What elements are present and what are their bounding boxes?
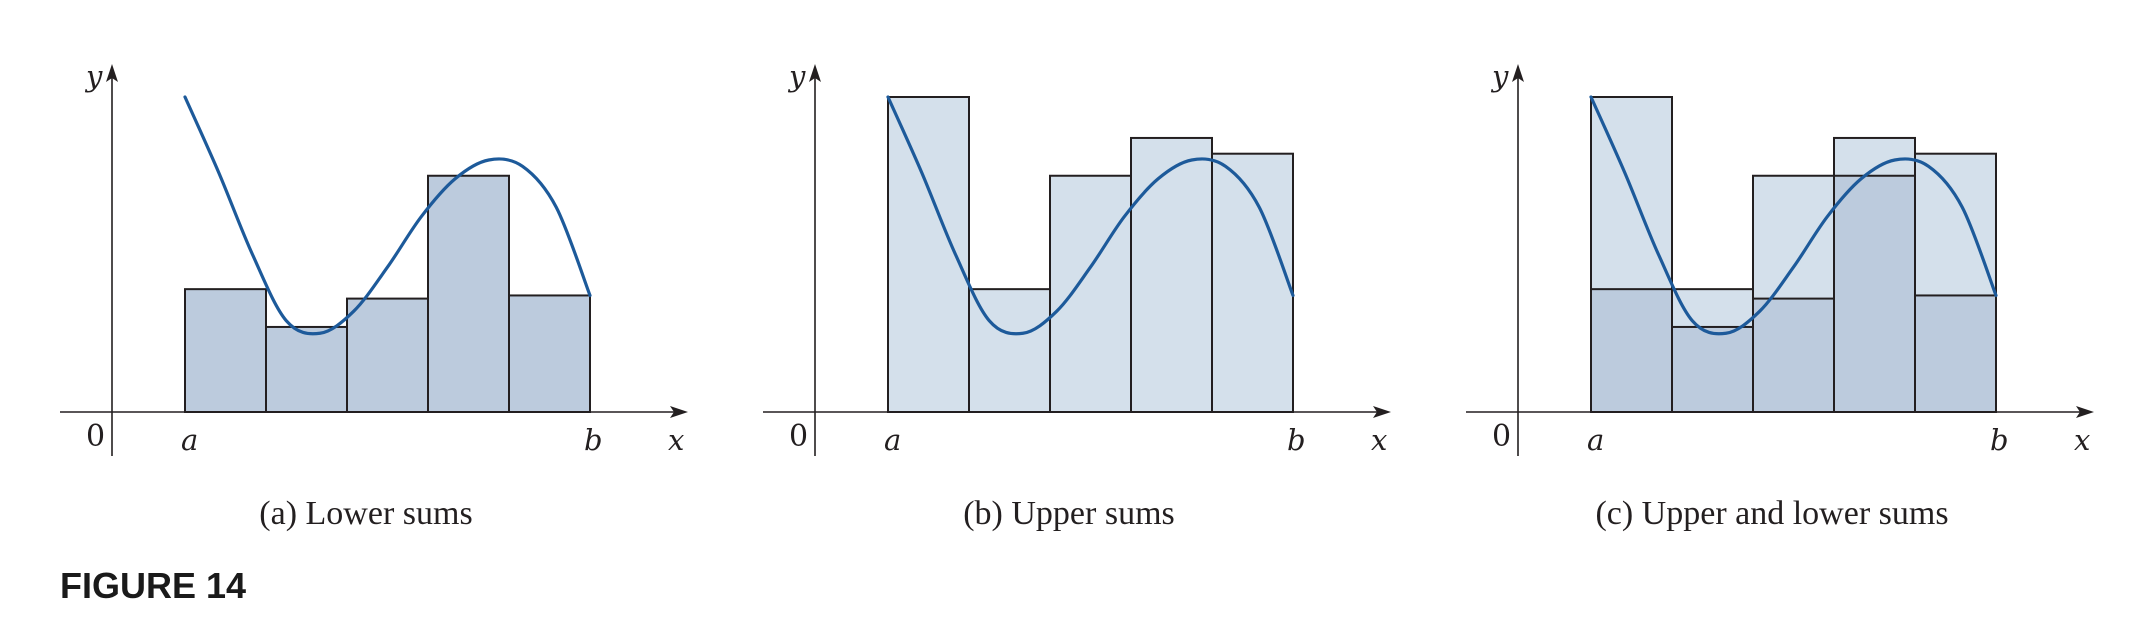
panel-upper-sums: y x 0 a b (b) Upper sums bbox=[763, 59, 1391, 532]
x-axis-label: x bbox=[1371, 423, 1387, 457]
y-axis-label: y bbox=[787, 59, 806, 93]
lower-rect-4 bbox=[427, 174, 510, 413]
y-axis-label: y bbox=[84, 59, 103, 93]
lower-rect-3 bbox=[1752, 297, 1835, 414]
lower-rect-3 bbox=[346, 297, 429, 414]
lower-rect-5 bbox=[508, 294, 591, 414]
figure-label: FIGURE 14 bbox=[60, 565, 246, 606]
x-axis-arrow-icon bbox=[2076, 406, 2094, 418]
origin-label: 0 bbox=[86, 419, 105, 454]
a-label: a bbox=[1587, 423, 1604, 457]
x-axis-arrow-icon bbox=[1373, 406, 1391, 418]
b-label: b bbox=[1287, 423, 1306, 457]
upper-rect-4 bbox=[1130, 136, 1213, 413]
lower-rect-4 bbox=[1833, 174, 1916, 413]
b-label: b bbox=[1990, 423, 2009, 457]
panel-caption: (a) Lower sums bbox=[259, 495, 472, 532]
y-axis-arrow-icon bbox=[106, 64, 118, 82]
panel-caption: (b) Upper sums bbox=[963, 495, 1175, 532]
a-label: a bbox=[181, 423, 198, 457]
y-axis-arrow-icon bbox=[809, 64, 821, 82]
y-axis-arrow-icon bbox=[1512, 64, 1524, 82]
function-curve bbox=[183, 95, 592, 336]
y-axis-label: y bbox=[1490, 59, 1509, 93]
upper-rect-3 bbox=[1049, 174, 1132, 413]
x-axis-label: x bbox=[668, 423, 684, 457]
lower-rect-1 bbox=[184, 288, 267, 413]
panel-upper-and-lower-sums: y x 0 a b (c) Upper and lower sums bbox=[1466, 59, 2094, 532]
lower-rect-2 bbox=[1671, 325, 1754, 414]
x-axis-label: x bbox=[2074, 423, 2090, 457]
function-curve bbox=[1589, 95, 1998, 336]
lower-rect-1 bbox=[1590, 288, 1673, 413]
lower-rect-2 bbox=[265, 325, 348, 414]
function-curve bbox=[886, 95, 1295, 336]
upper-rect-5 bbox=[1211, 152, 1294, 413]
a-label: a bbox=[884, 423, 901, 457]
panel-caption: (c) Upper and lower sums bbox=[1595, 495, 1948, 532]
origin-label: 0 bbox=[789, 419, 808, 454]
b-label: b bbox=[584, 423, 603, 457]
lower-rect-5 bbox=[1914, 294, 1997, 414]
x-axis-arrow-icon bbox=[670, 406, 688, 418]
panel-lower-sums: y x 0 a b (a) Lower sums bbox=[60, 59, 688, 532]
origin-label: 0 bbox=[1492, 419, 1511, 454]
